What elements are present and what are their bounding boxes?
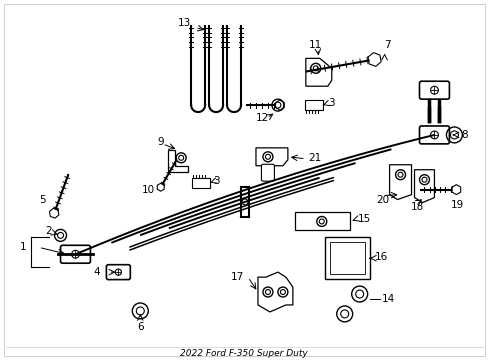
Polygon shape [275, 100, 284, 110]
Text: 14: 14 [381, 294, 394, 304]
Text: 8: 8 [461, 130, 467, 140]
Polygon shape [255, 148, 287, 166]
Polygon shape [451, 185, 460, 195]
Bar [324, 237, 369, 279]
Polygon shape [414, 170, 433, 203]
Text: 3: 3 [213, 176, 219, 186]
Text: 16: 16 [374, 252, 387, 262]
Text: 2: 2 [45, 226, 52, 237]
Text: 18: 18 [410, 202, 423, 212]
Text: 12: 12 [255, 113, 268, 123]
Text: 3: 3 [327, 98, 334, 108]
Text: 2022 Ford F-350 Super Duty: 2022 Ford F-350 Super Duty [180, 349, 307, 358]
FancyBboxPatch shape [61, 245, 90, 263]
Text: 13: 13 [177, 18, 190, 28]
Text: 10: 10 [142, 185, 155, 195]
Text: 19: 19 [450, 199, 463, 210]
Text: 4: 4 [94, 267, 100, 277]
FancyBboxPatch shape [419, 81, 448, 99]
FancyBboxPatch shape [419, 126, 448, 144]
Polygon shape [49, 208, 59, 218]
Text: 1: 1 [20, 242, 26, 252]
Text: 20: 20 [375, 194, 388, 204]
Bar [192, 178, 210, 188]
Polygon shape [305, 58, 331, 86]
Text: 5: 5 [39, 194, 46, 204]
Polygon shape [258, 272, 292, 312]
FancyBboxPatch shape [106, 265, 130, 280]
Text: 7: 7 [384, 40, 390, 50]
Polygon shape [367, 53, 380, 66]
Polygon shape [389, 165, 411, 199]
Bar [304, 100, 322, 110]
Bar [294, 212, 349, 230]
Text: 9: 9 [157, 137, 163, 147]
Text: 11: 11 [308, 40, 322, 50]
Polygon shape [168, 150, 188, 172]
Text: 15: 15 [357, 215, 370, 224]
Text: 6: 6 [137, 322, 143, 332]
Text: 21: 21 [307, 153, 321, 163]
Polygon shape [157, 183, 164, 191]
Text: 17: 17 [230, 272, 244, 282]
FancyBboxPatch shape [261, 164, 274, 181]
Bar [329, 242, 364, 274]
